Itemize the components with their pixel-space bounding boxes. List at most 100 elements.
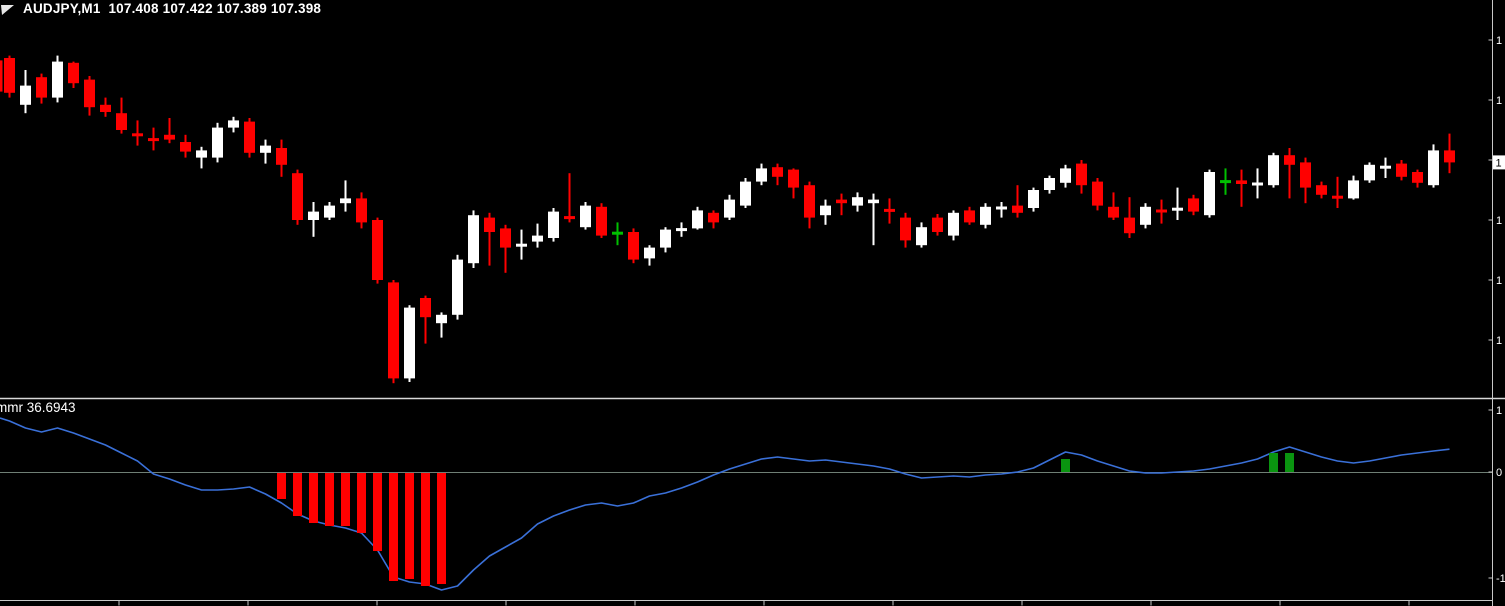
candle-body	[820, 205, 831, 216]
histogram-bar	[293, 473, 302, 516]
chart-title-bar: AUDJPY,M1 107.408 107.422 107.389 107.39…	[1, 1, 321, 17]
candle-body	[996, 206, 1007, 210]
histogram-bar	[309, 473, 318, 523]
candle-body	[484, 217, 495, 232]
candle-body	[292, 173, 303, 220]
candle-body	[884, 208, 895, 212]
candle-body	[212, 127, 223, 158]
candle-body	[1076, 163, 1087, 186]
candle-body	[68, 62, 79, 84]
current-price-label: 1	[1496, 157, 1502, 169]
candle-body	[564, 216, 575, 220]
candle-body	[116, 113, 127, 130]
candle-body	[916, 227, 927, 246]
price-pane	[0, 55, 1455, 384]
candle-body	[20, 85, 31, 105]
candle-body	[772, 167, 783, 177]
candle-body	[948, 212, 959, 236]
candle-body	[660, 229, 671, 248]
candle-body	[372, 220, 383, 280]
candle-body	[1364, 164, 1375, 181]
candle-body	[756, 168, 767, 182]
candle-body	[580, 205, 591, 228]
price-axis-label: 1	[1496, 35, 1502, 47]
indicator-axis-label: -1	[1496, 573, 1505, 585]
candle-body	[1332, 195, 1343, 199]
candle-body	[708, 212, 719, 223]
candle-body	[404, 307, 415, 379]
candle-body	[612, 231, 623, 235]
price-axis-label: 1	[1496, 275, 1502, 287]
histogram-bar	[277, 473, 286, 499]
candle-body	[532, 235, 543, 242]
candle-body	[1284, 155, 1295, 165]
candle-body	[644, 247, 655, 259]
candle-body	[1012, 205, 1023, 213]
chart-title: AUDJPY,M1 107.408 107.422 107.389 107.39…	[23, 1, 322, 16]
candle-body	[628, 232, 639, 260]
histogram-bar	[1285, 453, 1294, 472]
candle-body	[1220, 180, 1231, 184]
candle-body	[1428, 150, 1439, 186]
histogram-bar	[341, 473, 350, 526]
candle-body	[36, 77, 47, 98]
histogram-bar	[389, 473, 398, 581]
candle-body	[868, 199, 879, 204]
indicator-axis: 1 0 -1	[1488, 405, 1505, 585]
candle-body	[180, 142, 191, 152]
candle-body	[1204, 172, 1215, 216]
candle-body	[1092, 181, 1103, 206]
histogram-bar	[1269, 453, 1278, 472]
candle-body	[1060, 168, 1071, 183]
candle-body	[260, 145, 271, 153]
candle-body	[548, 211, 559, 238]
candle-body	[164, 134, 175, 140]
candle-body	[52, 61, 63, 98]
candle-body	[724, 199, 735, 218]
price-axis-label: 1	[1496, 335, 1502, 347]
histogram-bar	[373, 473, 382, 551]
candle-body	[436, 314, 447, 324]
indicator-axis-label: 1	[1496, 405, 1502, 417]
candle-body	[308, 211, 319, 220]
candle-body	[900, 217, 911, 241]
candle-body	[1124, 217, 1135, 234]
candle-body	[852, 197, 863, 206]
candle-body	[244, 121, 255, 153]
candle-body	[276, 148, 287, 165]
current-price-box	[1493, 155, 1505, 170]
indicator-line	[0, 417, 1450, 591]
candle-body	[148, 138, 159, 142]
price-axis-label: 1	[1496, 215, 1502, 227]
candle-body	[964, 210, 975, 223]
candle-body	[1348, 180, 1359, 199]
histogram-bar	[405, 473, 414, 579]
candle-body	[1236, 180, 1247, 184]
price-axis: 1 1 1 1 1 1	[1488, 35, 1505, 347]
candle-body	[1044, 178, 1055, 190]
candle-body	[228, 120, 239, 128]
candle-body	[468, 215, 479, 264]
candle-body	[100, 104, 111, 112]
candle-body	[4, 58, 15, 93]
candle-body	[1300, 162, 1311, 188]
indicator-axis-label: 0	[1496, 467, 1502, 479]
histogram-bar	[437, 473, 446, 584]
candle-body	[1268, 155, 1279, 186]
candle-body	[1188, 198, 1199, 212]
candle-body	[788, 169, 799, 188]
candle-body	[740, 181, 751, 206]
candle-body	[500, 228, 511, 248]
candle-body	[932, 217, 943, 232]
candle-body	[676, 228, 687, 232]
candle-body	[340, 198, 351, 204]
candle-body	[836, 199, 847, 204]
candle-body	[804, 185, 815, 218]
candle-body	[196, 150, 207, 158]
candle-body	[516, 243, 527, 247]
candle-body	[692, 210, 703, 229]
histogram-bar	[357, 473, 366, 533]
